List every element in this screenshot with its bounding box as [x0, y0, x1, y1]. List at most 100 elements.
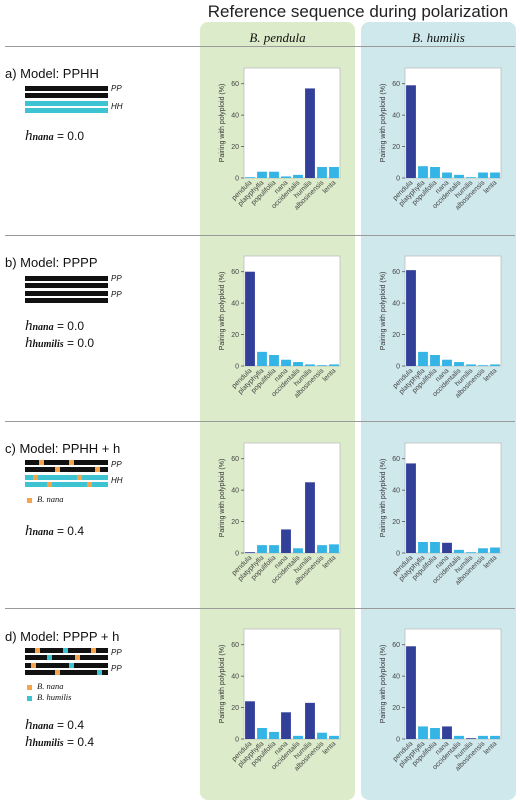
y-tick-label: 0	[396, 364, 400, 371]
bar-occidentalis	[293, 362, 303, 366]
h-value-nana: hnana = 0.0	[25, 318, 84, 334]
humilis-introgression-segment	[69, 663, 74, 668]
bar-lenta	[329, 735, 339, 739]
bar-pendula	[245, 552, 255, 553]
bar-populifolia	[269, 355, 279, 366]
nana-legend-swatch	[27, 497, 32, 503]
bar-platyphylla	[418, 166, 428, 178]
y-tick-label: 60	[392, 456, 400, 463]
bar-nana	[442, 542, 452, 553]
column-title-humilis: B. humilis	[412, 30, 465, 45]
bar-lenta	[329, 544, 339, 553]
bar-humilis	[305, 702, 315, 739]
y-tick-label: 0	[235, 551, 239, 558]
nana-legend-swatch	[27, 684, 32, 690]
bar-occidentalis	[293, 735, 303, 739]
bar-nana	[281, 712, 291, 739]
model-title-b: b) Model: PPPP	[5, 255, 98, 270]
humilis-legend-swatch	[27, 695, 32, 701]
y-tick-label: 60	[392, 269, 400, 276]
y-tick-label: 0	[396, 737, 400, 744]
bar-platyphylla	[257, 171, 267, 178]
y-tick-label: 60	[392, 81, 400, 88]
bar-populifolia	[269, 171, 279, 178]
divider-c-d	[5, 608, 515, 609]
y-axis-label: Pairing with polyploid (%)	[380, 84, 387, 163]
plot-area	[243, 628, 341, 740]
nana-introgression-segment	[31, 663, 36, 668]
bar-humilis	[305, 88, 315, 178]
bar-populifolia	[430, 167, 440, 178]
figure-header-title: Reference sequence during polarization	[207, 2, 509, 21]
chrom-label-pp: PP	[111, 664, 122, 673]
chromosome-pp	[25, 655, 108, 660]
chrom-label-pp: PP	[111, 648, 122, 657]
bar-occidentalis	[293, 174, 303, 178]
bar-pendula	[406, 463, 416, 553]
bar-humilis	[466, 177, 476, 178]
x-tick-label: lenta	[322, 740, 338, 756]
y-axis-label: Pairing with polyploid (%)	[380, 272, 387, 351]
bar-albosinensis	[317, 545, 327, 553]
chromosome-pp	[25, 283, 108, 288]
nana-introgression-segment	[55, 467, 60, 472]
bar-lenta	[490, 547, 500, 553]
x-tick-label: lenta	[322, 179, 338, 195]
bar-platyphylla	[418, 542, 428, 553]
y-tick-label: 0	[235, 737, 239, 744]
y-axis-label: Pairing with polyploid (%)	[380, 459, 387, 538]
chromosome-hh	[25, 482, 108, 487]
plot-area	[404, 255, 502, 367]
divider-b-c	[5, 421, 515, 422]
y-tick-label: 40	[231, 488, 239, 495]
bar-albosinensis	[317, 732, 327, 739]
chromosome-pp	[25, 298, 108, 303]
bar-occidentalis	[293, 548, 303, 553]
chrom-label-pp: PP	[111, 274, 122, 283]
h-value-nana: hnana = 0.4	[25, 717, 84, 733]
nana-introgression-segment	[39, 460, 44, 465]
y-tick-label: 40	[392, 113, 400, 120]
nana-introgression-segment	[35, 648, 40, 653]
model-title-d: d) Model: PPPP + h	[5, 629, 120, 644]
bar-platyphylla	[418, 351, 428, 366]
bar-humilis	[305, 364, 315, 366]
plot-area	[243, 442, 341, 554]
plot-area	[404, 67, 502, 179]
bar-occidentalis	[454, 174, 464, 178]
divider-top	[5, 46, 515, 47]
y-tick-label: 40	[392, 301, 400, 308]
y-tick-label: 40	[392, 488, 400, 495]
chromosome-pp	[25, 86, 108, 91]
y-tick-label: 40	[231, 301, 239, 308]
x-tick-label: lenta	[322, 554, 338, 570]
bar-albosinensis	[478, 735, 488, 739]
bar-lenta	[329, 167, 339, 178]
bar-occidentalis	[454, 549, 464, 553]
y-tick-label: 40	[231, 674, 239, 681]
chrom-label-hh: HH	[111, 102, 123, 111]
y-tick-label: 40	[392, 674, 400, 681]
h-value-humilis: hhumilis = 0.4	[25, 734, 95, 750]
chromosome-pp	[25, 663, 108, 668]
nana-introgression-segment	[95, 467, 100, 472]
chromosome-hh	[25, 101, 108, 106]
y-tick-label: 60	[231, 269, 239, 276]
bar-lenta	[329, 364, 339, 366]
y-tick-label: 20	[231, 519, 239, 526]
chrom-label-pp: PP	[111, 290, 122, 299]
y-tick-label: 0	[396, 176, 400, 183]
bar-pendula	[245, 701, 255, 739]
plot-area	[404, 442, 502, 554]
bar-lenta	[490, 364, 500, 366]
bar-nana	[442, 359, 452, 366]
bar-pendula	[245, 271, 255, 366]
chrom-label-pp: PP	[111, 460, 122, 469]
chrom-label-hh: HH	[111, 476, 123, 485]
y-tick-label: 20	[392, 519, 400, 526]
